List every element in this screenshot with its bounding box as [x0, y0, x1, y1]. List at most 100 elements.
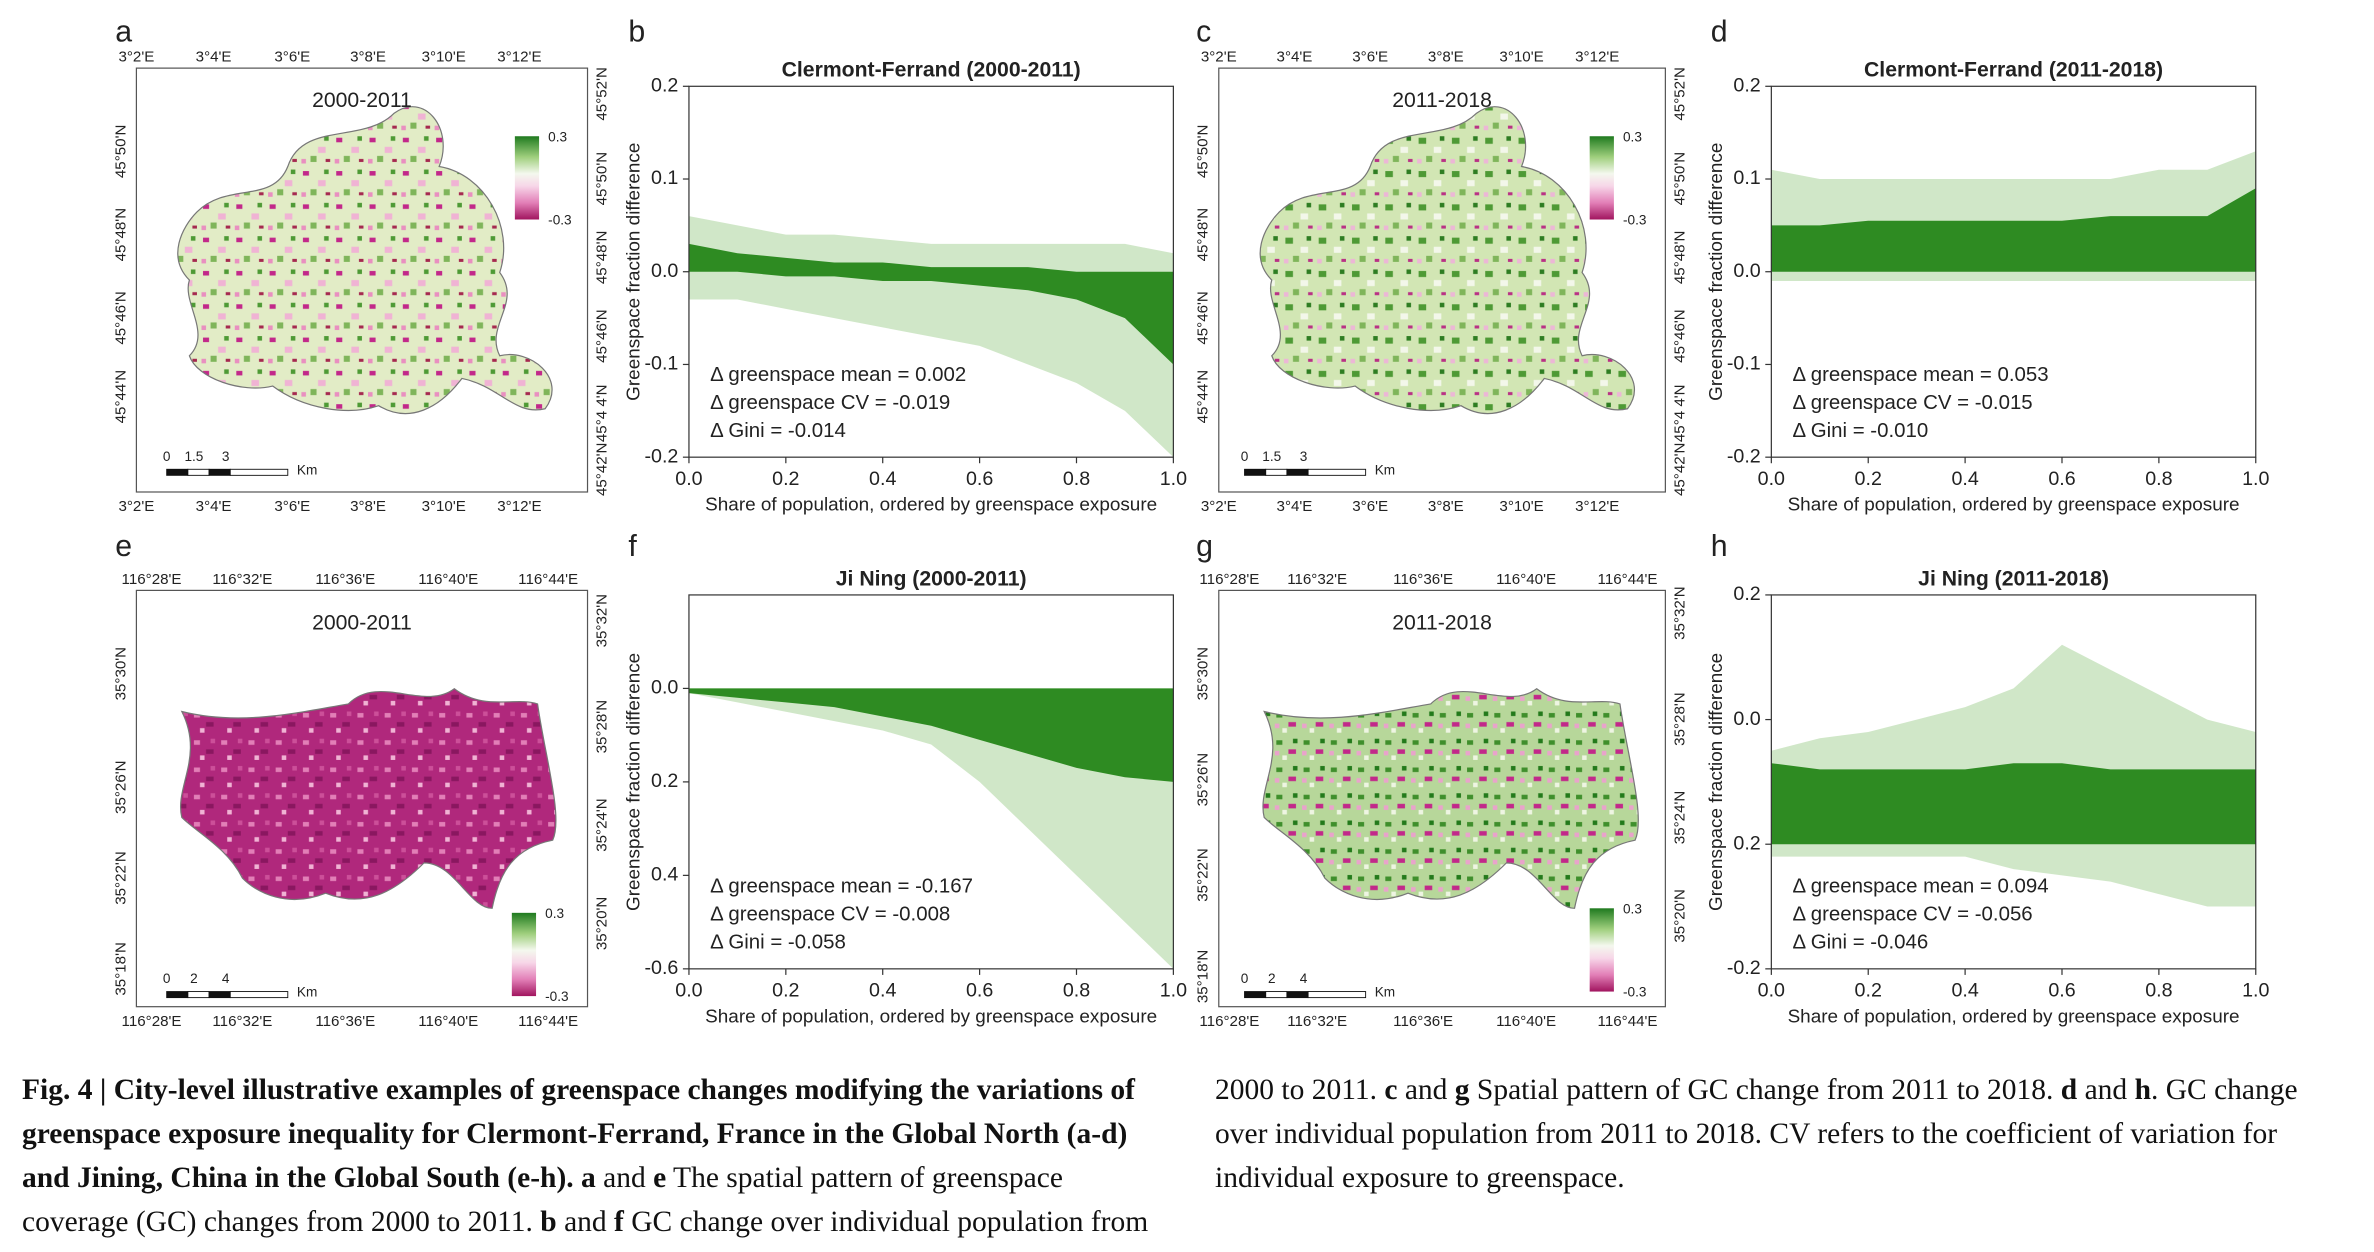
- scale-label: 3: [1300, 449, 1308, 464]
- color-bar-label: 0.3: [1623, 901, 1642, 916]
- scale-label: 1.5: [184, 449, 203, 464]
- latitude-label: 45°48'N: [1195, 208, 1212, 262]
- x-tick-label: 0.8: [1063, 468, 1090, 490]
- color-bar-label: 0.3: [1623, 129, 1642, 144]
- scale-label: 4: [222, 971, 230, 986]
- longitude-label: 116°44'E: [518, 571, 578, 588]
- longitude-label: 116°32'E: [212, 1013, 272, 1030]
- annotation: Δ greenspace CV = -0.019: [710, 392, 950, 414]
- x-tick-label: 0.6: [966, 980, 993, 1002]
- caption-text: and: [1397, 1074, 1455, 1106]
- annotation: Δ Gini = -0.010: [1793, 420, 1929, 442]
- scale-bar: [1244, 991, 1267, 999]
- longitude-label: 3°12'E: [497, 498, 541, 515]
- caption-text: e: [653, 1162, 667, 1194]
- longitude-label: 116°40'E: [1496, 1013, 1556, 1030]
- latitude-label: 45°4 4'N: [1672, 384, 1689, 442]
- color-bar-label: -0.3: [1623, 213, 1646, 228]
- panel-label: c: [1196, 15, 1211, 48]
- x-axis-label: Share of population, ordered by greenspa…: [1788, 1006, 2240, 1027]
- longitude-label: 3°2'E: [118, 498, 154, 515]
- latitude-label: 35°26'N: [1195, 753, 1212, 807]
- y-tick-label: 0.2: [651, 74, 678, 96]
- scale-bar: [229, 468, 289, 476]
- chart-title: Ji Ning (2000-2011): [836, 567, 1027, 590]
- color-bar-label: 0.3: [548, 129, 567, 144]
- caption-text: GC change over individual population fro…: [623, 1074, 1385, 1238]
- longitude-label: 3°4'E: [1277, 49, 1313, 66]
- latitude-label: 35°28'N: [594, 700, 611, 754]
- latitude-label: 45°50'N: [1672, 152, 1689, 206]
- y-tick-label: 0.0: [1733, 708, 1760, 730]
- latitude-label: 35°28'N: [1672, 692, 1689, 746]
- latitude-label: 45°44'N: [1195, 370, 1212, 424]
- latitude-label: 45°50'N: [112, 125, 129, 179]
- longitude-label: 116°36'E: [1393, 571, 1453, 588]
- latitude-label: 35°30'N: [1195, 647, 1212, 701]
- caption-text: c: [1384, 1074, 1398, 1106]
- x-axis-label: Share of population, ordered by greenspa…: [1788, 495, 2240, 516]
- x-tick-label: 0.0: [675, 980, 702, 1002]
- caption-text: and: [556, 1206, 615, 1238]
- annotation: Δ greenspace mean = -0.167: [710, 875, 973, 897]
- longitude-label: 3°8'E: [1428, 498, 1464, 515]
- x-tick-label: 0.6: [966, 468, 993, 490]
- longitude-label: 3°10'E: [422, 49, 466, 66]
- longitude-label: 3°8'E: [350, 498, 386, 515]
- caption-text: and: [595, 1162, 654, 1194]
- y-tick-label: -0.1: [1727, 353, 1761, 375]
- latitude-label: 45°50'N: [1195, 125, 1212, 179]
- x-tick-label: 1.0: [1160, 468, 1187, 490]
- scale-bar: [1307, 468, 1367, 476]
- core-area: [1771, 188, 2256, 272]
- longitude-label: 3°6'E: [274, 49, 310, 66]
- caption-text: The spatial pattern of greenspace covera…: [22, 1162, 1063, 1238]
- y-tick-label: -0.6: [644, 957, 678, 979]
- annotation: Δ greenspace CV = -0.015: [1793, 392, 2033, 414]
- annotation: Δ greenspace mean = 0.002: [710, 364, 966, 386]
- period-label: 2000-2011: [312, 89, 412, 112]
- chart-title: Clermont-Ferrand (2011-2018): [1864, 59, 2163, 82]
- core-area: [688, 243, 1174, 365]
- x-axis-label: Share of population, ordered by greenspa…: [705, 1006, 1157, 1027]
- latitude-label: 35°20'N: [594, 897, 611, 951]
- annotation: Δ greenspace mean = 0.053: [1793, 364, 2049, 386]
- y-axis-label: Greenspace fraction difference: [1706, 653, 1727, 911]
- y-axis-label: Greenspace fraction difference: [1706, 143, 1727, 401]
- caption-text: Fig. 4 | City-level illustrative example…: [22, 1074, 1135, 1194]
- latitude-label: 45°48'N: [1672, 231, 1689, 285]
- scale-bar: [187, 468, 210, 476]
- scale-bar: [1286, 991, 1309, 999]
- scale-unit: Km: [297, 985, 317, 1000]
- y-tick-label: 0.4: [651, 864, 678, 886]
- period-label: 2011-2018: [1392, 89, 1492, 112]
- longitude-label: 116°40'E: [418, 571, 478, 588]
- longitude-label: 3°12'E: [497, 49, 541, 66]
- annotation: Δ greenspace mean = 0.094: [1793, 875, 2049, 897]
- longitude-label: 116°28'E: [1199, 1013, 1259, 1030]
- y-tick-label: -0.1: [644, 353, 678, 375]
- longitude-label: 116°36'E: [1393, 1013, 1453, 1030]
- city-extent: [1259, 106, 1635, 415]
- longitude-label: 116°44'E: [518, 1013, 578, 1030]
- x-tick-label: 1.0: [2242, 980, 2269, 1002]
- y-axis-label: Greenspace fraction difference: [623, 143, 644, 401]
- axes-frame: [1770, 594, 2257, 970]
- x-tick-label: 0.8: [1063, 980, 1090, 1002]
- x-tick-label: 0.8: [2145, 468, 2172, 490]
- latitude-label: 45°50'N: [594, 152, 611, 206]
- x-tick-label: 0.4: [1951, 468, 1978, 490]
- scale-unit: Km: [297, 462, 317, 477]
- longitude-label: 116°28'E: [122, 1013, 182, 1030]
- y-tick-label: 0.2: [651, 770, 678, 792]
- longitude-label: 3°2'E: [1201, 49, 1237, 66]
- x-tick-label: 1.0: [1160, 980, 1187, 1002]
- scale-label: 0: [163, 449, 171, 464]
- panel-label: g: [1196, 530, 1213, 563]
- longitude-label: 116°32'E: [1287, 571, 1347, 588]
- color-bar-label: -0.3: [1623, 985, 1646, 1000]
- y-tick-label: 0.2: [1733, 583, 1760, 605]
- color-bar: [514, 136, 540, 220]
- y-axis-label: Greenspace fraction difference: [623, 653, 644, 911]
- x-tick-label: 0.6: [2048, 980, 2075, 1002]
